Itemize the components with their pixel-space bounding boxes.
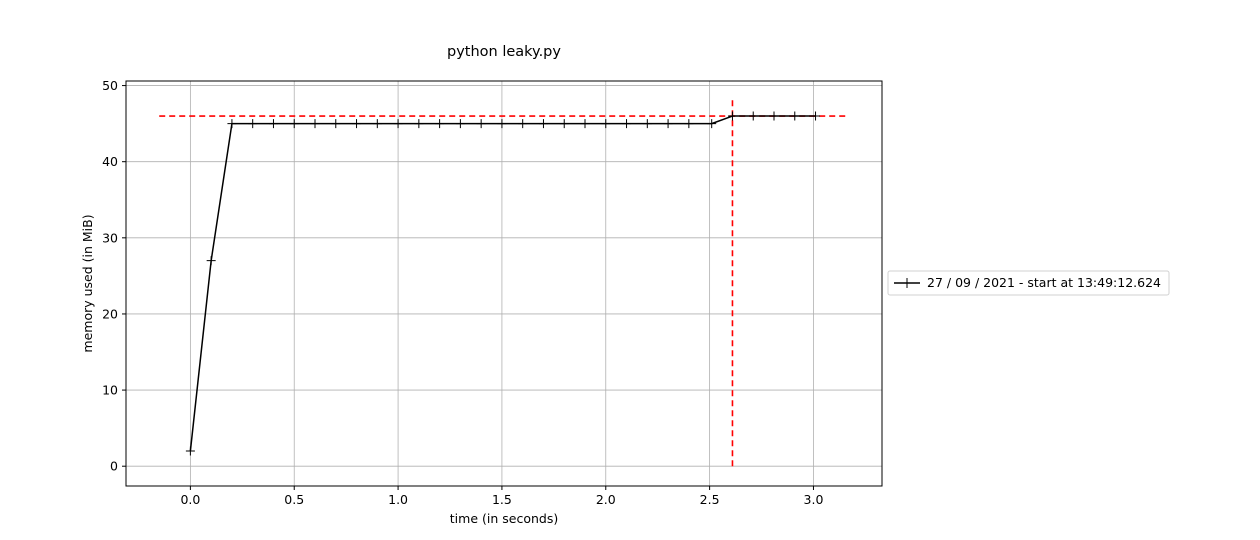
data-point (727, 111, 737, 121)
data-point (289, 119, 299, 129)
x-ticks: 0.0 0.5 1.0 1.5 2.0 2.5 3.0 (180, 486, 823, 507)
data-point (622, 119, 632, 129)
data-point (642, 119, 652, 129)
series-layer (185, 111, 821, 456)
data-point (248, 119, 258, 129)
chart-title: python leaky.py (447, 44, 561, 60)
y-ticks: 0 10 20 30 40 50 (102, 78, 126, 474)
y-axis-label: memory used (in MiB) (80, 214, 95, 352)
data-point (393, 119, 403, 129)
x-tick-label: 1.5 (492, 492, 512, 507)
data-point (435, 119, 445, 129)
y-tick-label: 20 (102, 306, 118, 321)
data-point (518, 119, 528, 129)
y-tick-label: 0 (110, 459, 118, 474)
grid-lines (126, 81, 882, 486)
data-point (538, 119, 548, 129)
data-point (331, 119, 341, 129)
legend-frame (887, 270, 1170, 296)
data-point (206, 256, 216, 266)
data-point (811, 111, 821, 121)
data-point (455, 119, 465, 129)
data-point (663, 119, 673, 129)
y-tick-label: 40 (102, 154, 118, 169)
reference-lines (159, 96, 847, 467)
y-tick-label: 10 (102, 383, 118, 398)
data-point (559, 119, 569, 129)
data-point (790, 111, 800, 121)
x-axis-label: time (in seconds) (450, 511, 558, 526)
data-point (684, 119, 694, 129)
data-point (414, 119, 424, 129)
data-point (497, 119, 507, 129)
legend: 27 / 09 / 2021 - start at 13:49:12.624 (887, 270, 1170, 296)
y-tick-label: 30 (102, 230, 118, 245)
data-point (310, 119, 320, 129)
x-tick-label: 1.0 (388, 492, 408, 507)
data-point (769, 111, 779, 121)
data-point (476, 119, 486, 129)
data-point (268, 119, 278, 129)
data-point (372, 119, 382, 129)
data-point (185, 446, 195, 456)
y-tick-label: 50 (102, 78, 118, 93)
data-point (707, 119, 717, 129)
legend-series-label: 27 / 09 / 2021 - start at 13:49:12.624 (927, 275, 1161, 290)
series-line (189, 115, 816, 452)
data-point (580, 119, 590, 129)
x-tick-label: 2.5 (700, 492, 720, 507)
data-point (352, 119, 362, 129)
x-tick-label: 2.0 (596, 492, 616, 507)
data-point (748, 111, 758, 121)
x-tick-label: 0.0 (180, 492, 200, 507)
data-point (227, 119, 237, 129)
legend-marker-swatch (902, 278, 912, 288)
plot-frame (125, 80, 883, 487)
x-tick-label: 3.0 (804, 492, 824, 507)
x-tick-label: 0.5 (284, 492, 304, 507)
data-point (601, 119, 611, 129)
